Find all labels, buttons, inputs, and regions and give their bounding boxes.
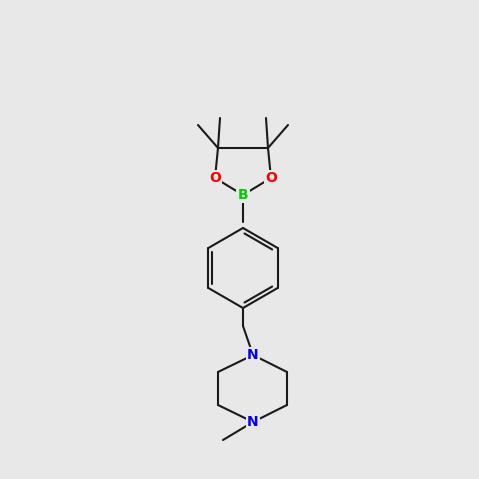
- Text: O: O: [209, 171, 221, 185]
- Text: N: N: [247, 348, 259, 362]
- Text: N: N: [247, 415, 259, 429]
- Text: B: B: [238, 188, 248, 202]
- Text: O: O: [265, 171, 277, 185]
